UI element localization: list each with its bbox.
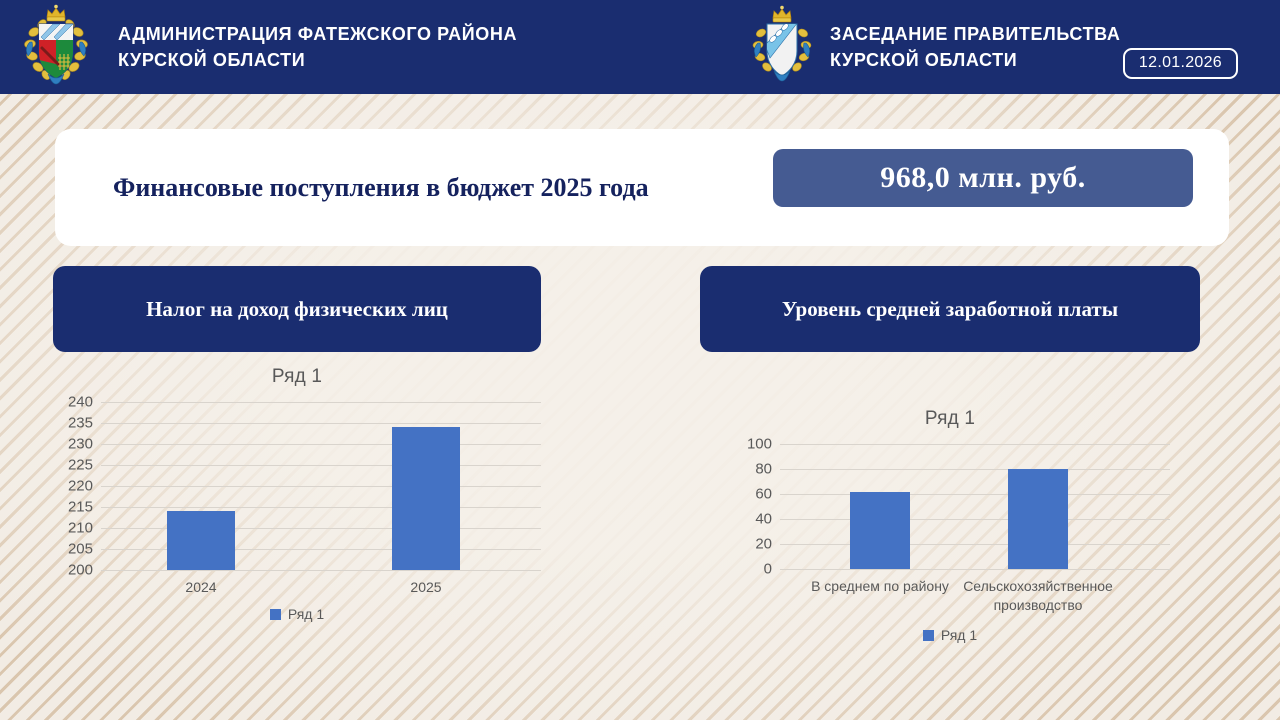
- administration-title: АДМИНИСТРАЦИЯ ФАТЕЖСКОГО РАЙОНА КУРСКОЙ …: [118, 21, 517, 73]
- meeting-title-line1: ЗАСЕДАНИЕ ПРАВИТЕЛЬСТВА: [830, 23, 1121, 44]
- y-tick-label: 235: [67, 414, 93, 432]
- x-tick-label-2024: 2024: [185, 579, 217, 595]
- legend-label: Ряд 1: [287, 606, 325, 622]
- administration-title-line1: АДМИНИСТРАЦИЯ ФАТЕЖСКОГО РАЙОНА: [118, 23, 518, 44]
- bar-2025: [392, 427, 460, 570]
- chart-ndfl-legend: Ряд 1: [53, 606, 541, 622]
- gridline: 240: [68, 394, 541, 411]
- date-badge: 12.01.2026: [1122, 48, 1238, 79]
- chart-salary: Ряд 1 100 80 60 40 20 0: [700, 408, 1200, 643]
- y-tick-label: 220: [67, 477, 93, 495]
- chart-salary-title: Ряд 1: [924, 408, 976, 429]
- header-left-group: АДМИНИСТРАЦИЯ ФАТЕЖСКОГО РАЙОНА КУРСКОЙ …: [0, 0, 700, 94]
- y-tick-label: 230: [67, 435, 93, 453]
- chart-salary-legend: Ряд 1: [700, 627, 1200, 643]
- summary-card: Финансовые поступления в бюджет 2025 год…: [55, 129, 1229, 246]
- header-right-group: ЗАСЕДАНИЕ ПРАВИТЕЛЬСТВА КУРСКОЙ ОБЛАСТИ: [700, 0, 1280, 94]
- meeting-title: ЗАСЕДАНИЕ ПРАВИТЕЛЬСТВА КУРСКОЙ ОБЛАСТИ: [830, 21, 1120, 73]
- gridline: 100: [747, 436, 1170, 453]
- legend-label: Ряд 1: [940, 627, 978, 643]
- gridline: 20: [755, 536, 1170, 553]
- gridline: 80: [755, 461, 1170, 478]
- bar-2024: [167, 511, 235, 570]
- gridline: 200: [68, 562, 541, 579]
- summary-card-heading: Финансовые поступления в бюджет 2025 год…: [113, 172, 649, 202]
- y-tick-label: 20: [755, 535, 772, 553]
- panel-salary: Уровень средней заработной платы Ряд 1 1…: [700, 266, 1200, 643]
- gridline: 230: [68, 436, 541, 453]
- meeting-title-line2: КУРСКОЙ ОБЛАСТИ: [830, 50, 1018, 70]
- kursk-oblast-coat-of-arms-icon: [748, 5, 816, 90]
- y-tick-label: 225: [67, 456, 93, 474]
- summary-card-value-chip: 968,0 млн. руб.: [773, 149, 1193, 207]
- chart-ndfl: Ряд 1 240 235 230 225 220: [53, 366, 541, 622]
- panel-ndfl-header: Налог на доход физических лиц: [53, 266, 541, 352]
- chart-ndfl-title: Ряд 1: [271, 366, 323, 387]
- bar-agricultural-production: [1008, 469, 1068, 569]
- x-tick-label-2025: 2025: [410, 579, 442, 595]
- y-tick-label: 80: [755, 460, 772, 478]
- administration-title-line2: КУРСКОЙ ОБЛАСТИ: [118, 50, 306, 70]
- bar-district-average: [850, 492, 910, 569]
- gridline: 215: [68, 499, 541, 516]
- panel-ndfl: Налог на доход физических лиц Ряд 1 240 …: [53, 266, 541, 622]
- gridline: 225: [68, 457, 541, 474]
- slide-header: АДМИНИСТРАЦИЯ ФАТЕЖСКОГО РАЙОНА КУРСКОЙ …: [0, 0, 1280, 94]
- chart-ndfl-plot: 240 235 230 225 220 215 210: [68, 394, 541, 595]
- chart-salary-plot: 100 80 60 40 20 0: [747, 436, 1170, 613]
- gridline: 220: [68, 478, 541, 495]
- y-tick-label: 40: [755, 510, 772, 528]
- y-tick-label: 60: [755, 485, 772, 503]
- gridline: 235: [68, 415, 541, 432]
- gridline: 0: [764, 561, 1170, 578]
- y-tick-label: 210: [67, 519, 93, 537]
- x-tick-label-agricultural-production: Сельскохозяйственное производство: [963, 578, 1113, 613]
- fatezh-district-coat-of-arms-icon: [18, 4, 94, 91]
- legend-swatch-icon: [922, 629, 934, 641]
- legend-swatch-icon: [269, 608, 281, 620]
- y-tick-label: 215: [67, 498, 93, 516]
- y-tick-label: 200: [67, 561, 93, 579]
- gridline: 60: [755, 486, 1170, 503]
- y-tick-label: 100: [746, 435, 772, 453]
- y-tick-label: 240: [67, 393, 93, 411]
- gridline: 40: [755, 511, 1170, 528]
- y-tick-label: 0: [763, 560, 772, 578]
- panel-salary-header: Уровень средней заработной платы: [700, 266, 1200, 352]
- y-tick-label: 205: [67, 540, 93, 558]
